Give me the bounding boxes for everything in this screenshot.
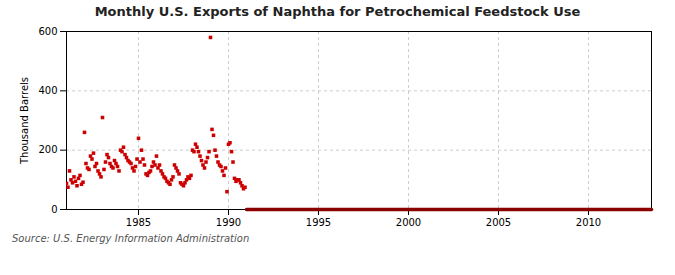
svg-text:2000: 2000 xyxy=(396,217,421,228)
html-text:Source: U.S. Energy Informatio: Source: U.S. Energy Information Administ… xyxy=(12,233,250,244)
svg-text:1985: 1985 xyxy=(126,217,151,228)
html-text:Monthly U.S. Exports of Naphth: Monthly U.S. Exports of Naphtha for Petr… xyxy=(94,4,581,19)
svg-text:Thousand Barrels: Thousand Barrels xyxy=(19,77,30,165)
svg-text:600: 600 xyxy=(38,26,57,37)
svg-text:1995: 1995 xyxy=(306,217,331,228)
svg-text:200: 200 xyxy=(38,144,57,155)
svg-text:1990: 1990 xyxy=(216,217,241,228)
svg-text:2010: 2010 xyxy=(576,217,601,228)
svg-text:400: 400 xyxy=(38,85,57,96)
svg-text:0: 0 xyxy=(51,204,57,215)
svg-text:2005: 2005 xyxy=(486,217,511,228)
